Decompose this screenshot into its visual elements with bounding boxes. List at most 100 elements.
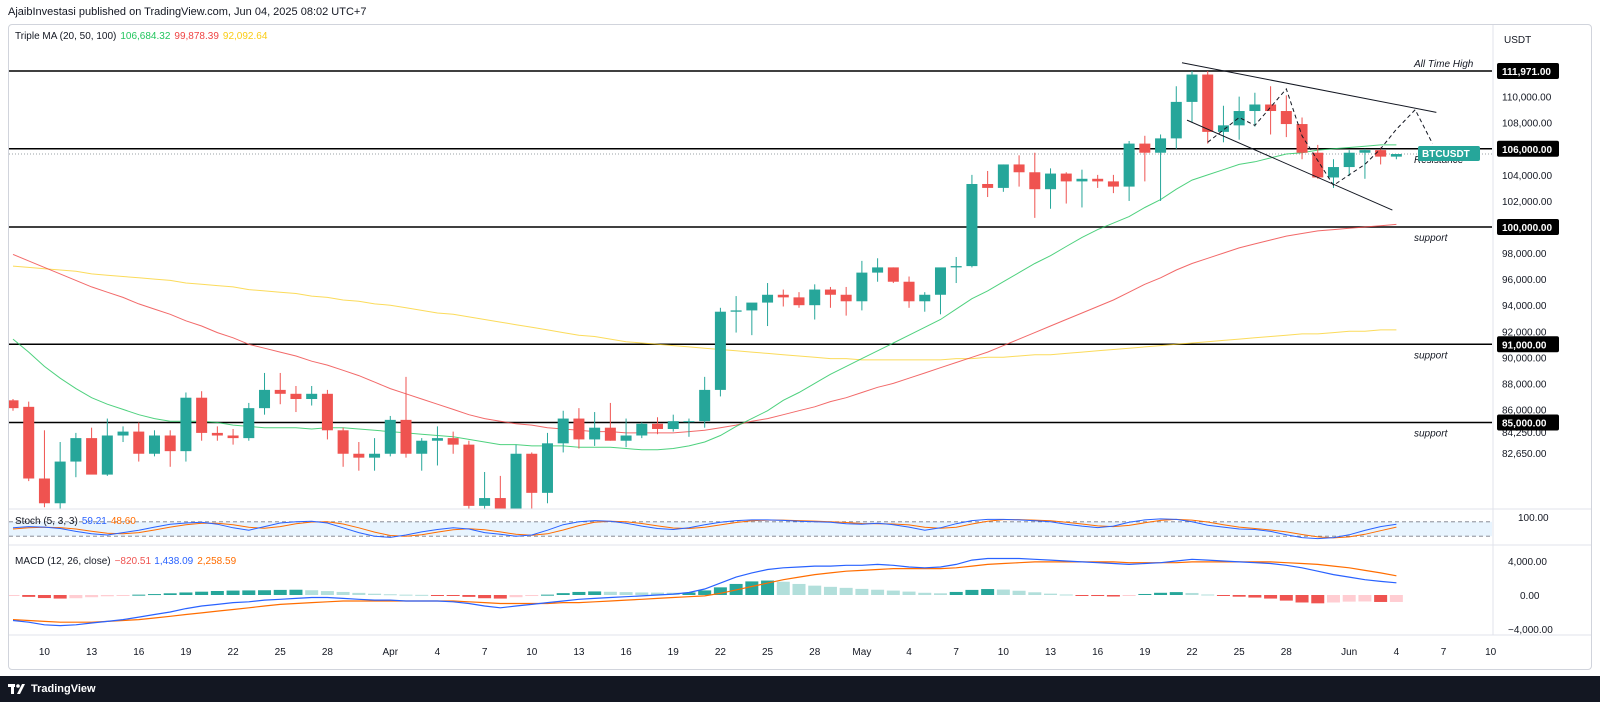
candle-body: [321, 393, 333, 431]
candle-body: [1170, 101, 1182, 139]
candle-may-21: [1170, 86, 1182, 149]
x-tick: 19: [668, 647, 680, 658]
candle-body: [1155, 138, 1167, 153]
macd-histogram-bar: [776, 581, 790, 595]
macd-histogram-bar: [352, 592, 366, 595]
candle-body: [463, 444, 475, 506]
candle-body: [38, 478, 50, 504]
macd-histogram-bar: [258, 590, 272, 595]
candle-may-7: [950, 256, 962, 284]
candle-body: [227, 435, 239, 439]
macd-tick: −4,000.00: [1508, 625, 1553, 636]
macd-histogram-bar: [1075, 595, 1089, 596]
macd-histogram-bar: [823, 586, 837, 595]
candle-body: [164, 435, 176, 452]
price-tick: 86,000.00: [1502, 405, 1547, 416]
stoch-k-line: [12, 518, 1397, 540]
x-tick: Apr: [382, 647, 398, 658]
ma-value-1: 99,878.39: [174, 31, 219, 42]
candle-body: [793, 297, 805, 306]
candle-body: [70, 438, 82, 462]
candle-body: [1029, 172, 1041, 190]
candle-apr-5: [447, 431, 459, 454]
macd-histogram-bar: [289, 589, 303, 595]
candle-body: [762, 294, 774, 303]
macd-histogram-bar: [839, 587, 853, 595]
chart-frame[interactable]: All Time HighResistancesupportsupportsup…: [8, 24, 1592, 670]
x-tick: 22: [715, 647, 727, 658]
candle-body: [1060, 173, 1072, 182]
candle-may-30: [1312, 144, 1324, 179]
channel-lower-line: [1186, 119, 1393, 211]
candle-may-26: [1249, 92, 1261, 127]
candle-may-12: [1029, 152, 1041, 218]
chart-canvas[interactable]: All Time HighResistancesupportsupportsup…: [9, 25, 1591, 669]
candle-body: [1217, 125, 1229, 132]
candle-jun-4: [1390, 154, 1402, 160]
x-tick: 10: [39, 647, 51, 658]
candle-apr-9: [510, 444, 522, 509]
stoch-legend-title: Stoch (5, 3, 3): [15, 516, 78, 527]
candle-body: [652, 423, 664, 429]
macd-tick: 0.00: [1520, 591, 1540, 602]
candle-apr-8: [494, 475, 506, 509]
candle-mar-28: [321, 389, 333, 440]
candle-apr-28: [809, 284, 821, 320]
macd-line: [12, 557, 1397, 627]
candle-jun-3: [1375, 147, 1387, 165]
candle-body: [369, 453, 381, 458]
level-price-box: [1497, 140, 1559, 157]
macd-histogram-bar: [69, 595, 83, 599]
candle-mar-21: [211, 426, 223, 441]
macd-histogram-bar: [116, 595, 130, 596]
candle-may-5: [919, 292, 931, 312]
stoch-d-line: [12, 518, 1397, 539]
macd-histogram-bar: [918, 592, 932, 595]
macd-histogram-bar: [320, 591, 334, 595]
x-tick: 28: [1281, 647, 1293, 658]
candle-body: [510, 453, 522, 509]
candle-may-29: [1296, 117, 1308, 160]
macd-histogram-bar: [1185, 592, 1199, 595]
candle-apr-29: [824, 286, 836, 308]
x-tick: 4: [1394, 647, 1400, 658]
macd-histogram-bar: [368, 593, 382, 595]
candle-apr-4: [431, 426, 443, 466]
ma-value-2: 92,092.64: [223, 31, 268, 42]
candle-body: [887, 267, 899, 282]
candle-body: [1123, 143, 1135, 187]
stoch-value-1: 48.60: [111, 516, 136, 527]
candle-body: [337, 430, 349, 454]
candle-body: [259, 389, 271, 409]
candle-body: [620, 435, 632, 441]
macd-histogram-bar: [556, 593, 570, 595]
candle-body: [982, 183, 994, 188]
candle-body: [1280, 111, 1292, 125]
candle-mar-10: [38, 430, 50, 508]
candle-body: [541, 443, 553, 493]
macd-histogram-bar: [1295, 595, 1309, 603]
candle-body: [573, 418, 585, 440]
candle-mar-26: [290, 385, 302, 413]
macd-histogram-bar: [588, 591, 602, 595]
macd-histogram-bar: [210, 591, 224, 595]
candle-apr-10: [526, 452, 538, 509]
candle-mar-19: [180, 392, 192, 462]
macd-histogram-bar: [478, 595, 492, 599]
candle-body: [400, 419, 412, 454]
macd-histogram-bar: [336, 591, 350, 595]
candle-apr-17: [636, 422, 648, 439]
candle-apr-12: [557, 410, 569, 453]
price-pane: All Time HighResistancesupportsupportsup…: [9, 25, 1591, 636]
candle-body: [683, 421, 695, 423]
candle-mar-14: [101, 418, 113, 476]
tradingview-logo[interactable]: TradingView: [8, 683, 96, 695]
candle-body: [447, 438, 459, 445]
price-tick: 110,000.00: [1502, 93, 1552, 104]
candle-body: [1265, 104, 1277, 112]
candle-body: [1186, 74, 1198, 102]
level-price-label-0: 111,971.00: [1502, 67, 1551, 78]
macd-histogram-bar: [1106, 595, 1120, 597]
candle-apr-7: [479, 471, 491, 509]
candle-body: [526, 453, 538, 493]
